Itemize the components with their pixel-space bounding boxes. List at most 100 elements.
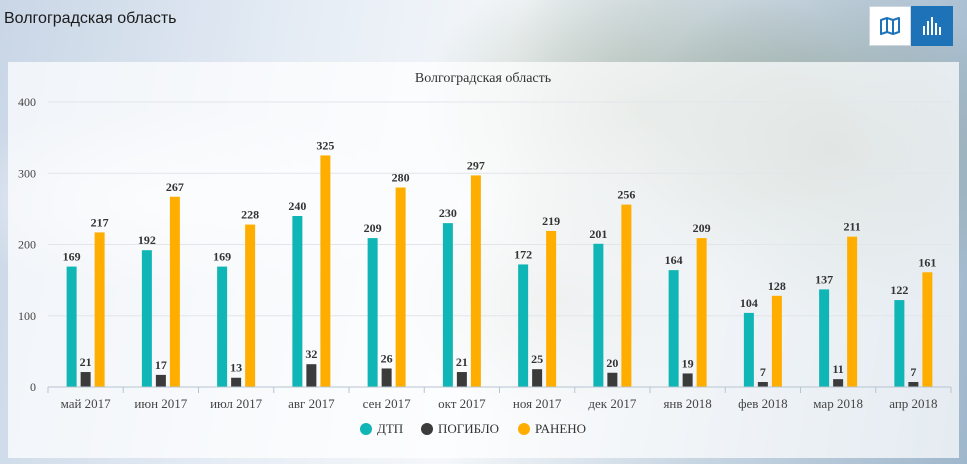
data-label: 230 bbox=[439, 206, 457, 220]
bar[interactable] bbox=[621, 204, 632, 387]
chart-view-button[interactable] bbox=[911, 6, 953, 46]
bar[interactable] bbox=[696, 238, 707, 387]
data-label: 21 bbox=[456, 355, 468, 369]
bar[interactable] bbox=[908, 382, 919, 387]
legend-item[interactable]: РАНЕНО bbox=[518, 421, 586, 436]
bar[interactable] bbox=[757, 382, 768, 387]
bar[interactable] bbox=[894, 300, 905, 387]
data-label: 228 bbox=[241, 208, 259, 222]
data-label: 325 bbox=[316, 138, 334, 152]
bar[interactable] bbox=[367, 238, 378, 387]
bar-chart-icon bbox=[923, 17, 941, 35]
bar[interactable] bbox=[141, 250, 152, 387]
data-label: 32 bbox=[305, 347, 317, 361]
bar[interactable] bbox=[518, 264, 529, 387]
bar[interactable] bbox=[94, 232, 105, 387]
data-label: 240 bbox=[288, 199, 306, 213]
bar[interactable] bbox=[833, 379, 844, 387]
x-tick-label: дек 2017 bbox=[588, 396, 636, 411]
map-icon bbox=[880, 17, 900, 35]
y-tick-label: 200 bbox=[18, 238, 36, 252]
bar[interactable] bbox=[320, 155, 331, 387]
data-label: 172 bbox=[514, 247, 532, 261]
data-label: 201 bbox=[589, 227, 607, 241]
x-tick-label: май 2017 bbox=[61, 396, 112, 411]
bar[interactable] bbox=[607, 372, 618, 387]
x-tick-label: мар 2018 bbox=[813, 396, 863, 411]
data-label: 256 bbox=[617, 188, 635, 202]
bar[interactable] bbox=[847, 236, 858, 387]
legend-label: ПОГИБЛО bbox=[438, 421, 499, 436]
bar[interactable] bbox=[456, 372, 467, 387]
y-tick-label: 400 bbox=[18, 95, 36, 109]
data-label: 209 bbox=[364, 221, 382, 235]
bar[interactable] bbox=[169, 196, 180, 387]
data-label: 128 bbox=[768, 279, 786, 293]
bar[interactable] bbox=[231, 377, 242, 387]
bar[interactable] bbox=[922, 272, 933, 387]
x-tick-label: апр 2018 bbox=[889, 396, 937, 411]
legend-item[interactable]: ДТП bbox=[360, 421, 403, 436]
bar[interactable] bbox=[532, 369, 543, 387]
legend-item[interactable]: ПОГИБЛО bbox=[421, 421, 499, 436]
bar[interactable] bbox=[217, 266, 228, 387]
data-label: 192 bbox=[138, 233, 156, 247]
x-tick-label: янв 2018 bbox=[663, 396, 711, 411]
bar[interactable] bbox=[743, 312, 754, 387]
bar[interactable] bbox=[306, 364, 317, 387]
data-label: 11 bbox=[832, 362, 843, 376]
bar[interactable] bbox=[292, 216, 303, 387]
bar[interactable] bbox=[245, 224, 256, 387]
bar[interactable] bbox=[442, 223, 453, 387]
data-label: 21 bbox=[80, 355, 92, 369]
y-tick-label: 0 bbox=[30, 380, 36, 394]
legend-marker bbox=[360, 423, 372, 435]
data-label: 297 bbox=[467, 158, 485, 172]
bar[interactable] bbox=[771, 295, 782, 387]
chart-panel: Волгоградская область 0 100 200 300 400 169 2… bbox=[8, 62, 959, 458]
data-label: 104 bbox=[740, 296, 758, 310]
data-label: 25 bbox=[531, 352, 543, 366]
bar[interactable] bbox=[395, 187, 406, 388]
data-label: 17 bbox=[155, 358, 167, 372]
x-tick-label: окт 2017 bbox=[438, 396, 486, 411]
x-tick-label: ноя 2017 bbox=[513, 396, 562, 411]
y-tick-label: 100 bbox=[18, 309, 36, 323]
data-label: 26 bbox=[381, 351, 393, 365]
bar[interactable] bbox=[668, 270, 679, 387]
data-label: 217 bbox=[91, 215, 109, 229]
data-label: 164 bbox=[665, 253, 683, 267]
y-tick-label: 300 bbox=[18, 166, 36, 180]
data-label: 137 bbox=[815, 272, 833, 286]
data-label: 7 bbox=[760, 365, 766, 379]
bar[interactable] bbox=[682, 373, 693, 387]
data-label: 169 bbox=[63, 250, 81, 264]
bar[interactable] bbox=[66, 266, 77, 387]
data-label: 19 bbox=[682, 356, 694, 370]
bar[interactable] bbox=[155, 374, 166, 387]
x-tick-label: июн 2017 bbox=[134, 396, 187, 411]
bar[interactable] bbox=[80, 372, 91, 387]
x-tick-label: фев 2018 bbox=[738, 396, 788, 411]
x-tick-label: сен 2017 bbox=[363, 396, 411, 411]
bar[interactable] bbox=[819, 289, 830, 387]
bar[interactable] bbox=[470, 175, 481, 387]
data-label: 219 bbox=[542, 214, 560, 228]
bar[interactable] bbox=[593, 243, 604, 387]
legend-label: ДТП bbox=[377, 421, 403, 436]
chart-title: Волгоградская область bbox=[415, 71, 551, 86]
bar[interactable] bbox=[381, 368, 392, 387]
page-title: Волгоградская область bbox=[4, 10, 177, 27]
data-label: 20 bbox=[606, 356, 618, 370]
legend-label: РАНЕНО bbox=[535, 421, 586, 436]
bar-chart: Волгоградская область 0 100 200 300 400 169 2… bbox=[18, 71, 952, 436]
bar[interactable] bbox=[546, 230, 557, 387]
legend-marker bbox=[421, 423, 433, 435]
data-label: 267 bbox=[166, 180, 184, 194]
map-view-button[interactable] bbox=[869, 6, 911, 46]
data-label: 209 bbox=[693, 221, 711, 235]
data-label: 280 bbox=[392, 171, 410, 185]
data-label: 169 bbox=[213, 250, 231, 264]
data-label: 211 bbox=[843, 220, 860, 234]
x-tick-label: авг 2017 bbox=[288, 396, 335, 411]
